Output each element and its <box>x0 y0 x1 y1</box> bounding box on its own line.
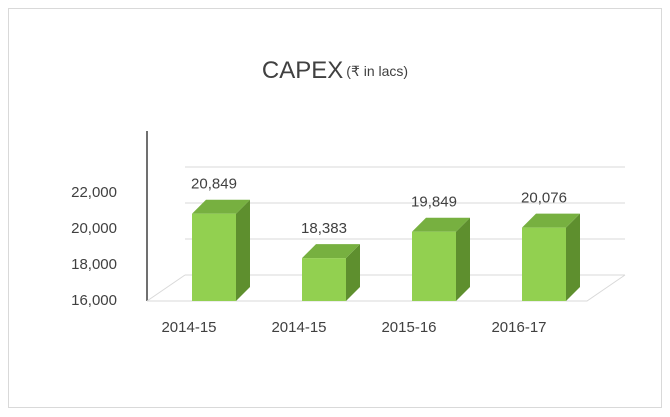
y-tick-label: 18,000 <box>71 256 117 273</box>
bar-side <box>236 199 250 301</box>
floor <box>147 274 626 302</box>
bar-top <box>192 199 250 214</box>
chart-subtitle: (₹ in lacs) <box>346 63 408 79</box>
y-tick-label: 20,000 <box>71 220 117 237</box>
y-tick-label: 22,000 <box>71 184 117 201</box>
x-tick-label: 2015-16 <box>381 319 436 336</box>
bar-top <box>412 217 470 232</box>
x-tick-label: 2014-15 <box>161 319 216 336</box>
bar-side <box>566 213 580 301</box>
bar <box>192 213 236 301</box>
x-tick-label: 2014-15 <box>271 319 326 336</box>
bar-top <box>522 213 580 228</box>
bar <box>302 258 346 301</box>
floor-edge <box>146 274 186 302</box>
bar-side <box>346 244 360 301</box>
bar-side <box>456 217 470 301</box>
data-label: 20,076 <box>521 190 567 207</box>
chart-title-group: CAPEX (₹ in lacs) <box>262 57 408 84</box>
x-tick-label: 2016-17 <box>491 319 546 336</box>
chart-border <box>8 8 662 408</box>
chart-title: CAPEX <box>262 57 343 84</box>
data-label: 18,383 <box>301 220 347 237</box>
data-label: 20,849 <box>191 176 237 193</box>
bar-top <box>302 244 360 259</box>
bar <box>522 227 566 301</box>
data-label: 19,849 <box>411 194 457 211</box>
y-tick-label: 16,000 <box>71 292 117 309</box>
bar <box>412 231 456 301</box>
